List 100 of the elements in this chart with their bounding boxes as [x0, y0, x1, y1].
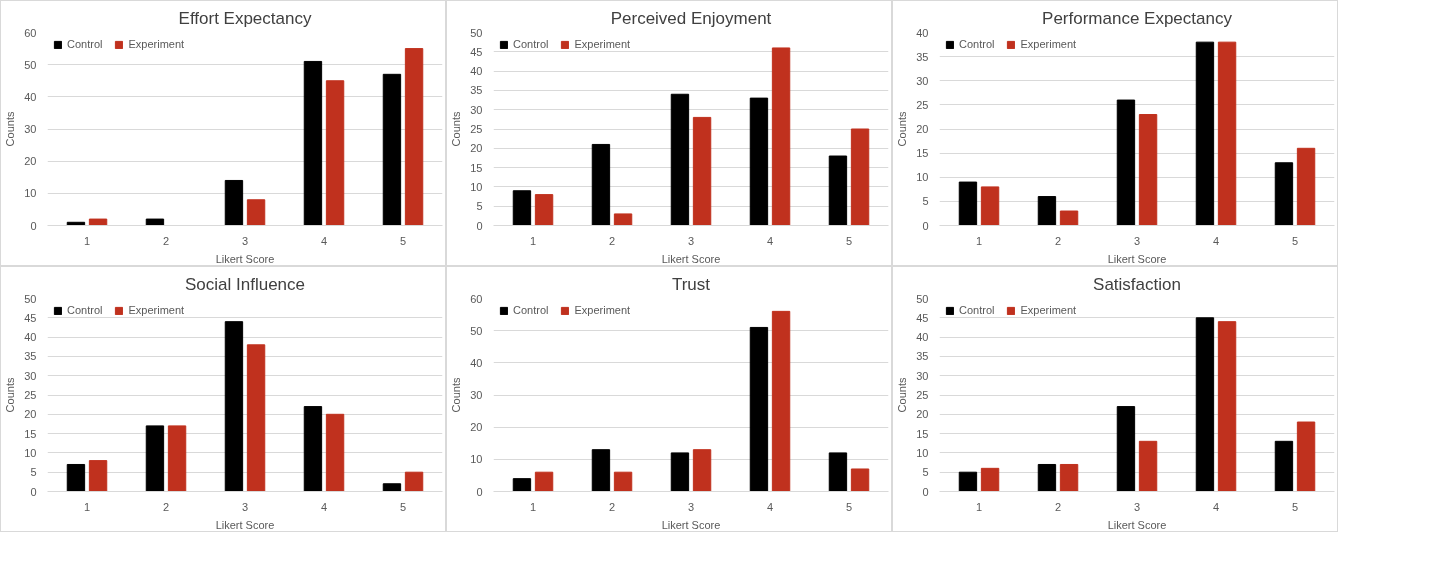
x-tick-label: 1 — [975, 500, 983, 513]
y-tick-label: 45 — [916, 311, 929, 324]
y-tick-label: 10 — [24, 446, 37, 459]
y-tick-label: 60 — [470, 292, 483, 305]
x-tick-label: 5 — [845, 500, 853, 513]
x-tick-label: 1 — [83, 234, 91, 247]
y-tick-label: 10 — [916, 446, 929, 459]
y-tick-label: 10 — [916, 171, 929, 184]
y-tick-label: 0 — [476, 485, 483, 498]
y-tick-label: 35 — [470, 84, 483, 97]
y-tick-label: 20 — [470, 142, 483, 155]
x-tick-label: 3 — [687, 234, 695, 247]
x-tick-label: 2 — [608, 500, 616, 513]
y-tick-label: 20 — [470, 421, 483, 434]
y-tick-label: 30 — [24, 123, 37, 135]
y-tick-label: 0 — [476, 219, 483, 232]
x-axis-title: Likert Score — [661, 518, 721, 531]
y-tick-label: 50 — [470, 26, 483, 39]
y-tick-label: 15 — [916, 147, 929, 160]
chart-title: Effort Expectancy — [178, 8, 312, 28]
x-tick-label: 5 — [1291, 500, 1299, 513]
y-axis-title: Counts — [896, 111, 909, 147]
y-tick-label: 50 — [24, 58, 37, 71]
y-tick-label: 5 — [30, 466, 37, 479]
legend-label: Experiment — [1020, 304, 1077, 316]
legend-label: Experiment — [1020, 38, 1077, 50]
y-tick-label: 40 — [916, 331, 929, 344]
y-tick-label: 40 — [24, 331, 37, 344]
x-tick-label: 2 — [608, 234, 616, 247]
chart-title: Trust — [671, 274, 711, 294]
y-tick-label: 15 — [24, 427, 37, 440]
y-tick-label: 20 — [24, 408, 37, 421]
y-tick-label: 40 — [470, 65, 483, 78]
y-tick-label: 45 — [24, 311, 37, 324]
x-tick-label: 3 — [241, 500, 249, 513]
chart-title: Perceived Enjoyment — [610, 8, 772, 28]
y-tick-label: 20 — [916, 408, 929, 421]
x-tick-label: 4 — [1212, 234, 1220, 247]
legend-label: Control — [513, 38, 549, 50]
y-axis-title: Counts — [450, 377, 463, 413]
y-tick-label: 0 — [922, 219, 929, 232]
legend-label: Experiment — [574, 38, 631, 50]
y-tick-label: 5 — [922, 195, 929, 208]
y-tick-label: 25 — [916, 389, 929, 401]
y-tick-label: 25 — [470, 123, 483, 135]
x-tick-label: 5 — [399, 500, 407, 513]
x-tick-label: 4 — [766, 234, 774, 247]
x-tick-label: 5 — [1291, 234, 1299, 247]
x-tick-label: 1 — [529, 500, 537, 513]
legend-label: Control — [67, 38, 103, 50]
x-tick-label: 2 — [162, 500, 170, 513]
legend-label: Experiment — [128, 38, 185, 50]
y-tick-label: 50 — [24, 292, 37, 305]
x-tick-label: 2 — [1054, 234, 1062, 247]
y-axis-title: Counts — [896, 377, 909, 413]
x-tick-label: 3 — [1133, 500, 1141, 513]
y-tick-label: 40 — [470, 356, 483, 369]
y-tick-label: 25 — [24, 389, 37, 401]
y-axis-title: Counts — [4, 111, 17, 147]
y-tick-label: 30 — [24, 369, 37, 382]
y-tick-label: 0 — [922, 485, 929, 498]
y-tick-label: 10 — [470, 180, 483, 193]
y-tick-label: 25 — [916, 98, 929, 111]
y-tick-label: 10 — [24, 187, 37, 200]
y-tick-label: 15 — [470, 161, 483, 174]
x-axis-title: Likert Score — [1107, 518, 1167, 531]
x-tick-label: 2 — [1054, 500, 1062, 513]
y-tick-label: 50 — [470, 324, 483, 337]
x-tick-label: 5 — [845, 234, 853, 247]
legend-label: Experiment — [128, 304, 185, 316]
y-tick-label: 5 — [476, 200, 483, 213]
y-tick-label: 15 — [916, 427, 929, 440]
y-tick-label: 10 — [470, 453, 483, 466]
x-tick-label: 4 — [766, 500, 774, 513]
x-tick-label: 1 — [83, 500, 91, 513]
y-axis-title: Counts — [4, 377, 17, 413]
legend-label: Control — [67, 304, 103, 316]
x-tick-label: 3 — [1133, 234, 1141, 247]
y-tick-label: 60 — [24, 26, 37, 39]
y-tick-label: 35 — [24, 350, 37, 363]
y-tick-label: 30 — [470, 103, 483, 116]
x-tick-label: 4 — [320, 234, 328, 247]
x-tick-label: 3 — [687, 500, 695, 513]
x-tick-label: 2 — [162, 234, 170, 247]
y-tick-label: 45 — [470, 45, 483, 58]
y-axis-title: Counts — [450, 111, 463, 147]
y-tick-label: 35 — [916, 350, 929, 363]
legend-label: Control — [513, 304, 549, 316]
y-tick-label: 30 — [916, 369, 929, 382]
x-tick-label: 4 — [1212, 500, 1220, 513]
y-tick-label: 5 — [922, 466, 929, 479]
y-tick-label: 30 — [916, 74, 929, 87]
x-axis-title: Likert Score — [661, 252, 721, 265]
x-axis-title: Likert Score — [215, 518, 275, 531]
chart-title: Satisfaction — [1093, 274, 1181, 294]
legend-label: Control — [959, 38, 995, 50]
y-tick-label: 20 — [24, 155, 37, 168]
chart-title: Performance Expectancy — [1042, 8, 1233, 28]
y-tick-label: 50 — [916, 292, 929, 305]
x-axis-title: Likert Score — [215, 252, 275, 265]
